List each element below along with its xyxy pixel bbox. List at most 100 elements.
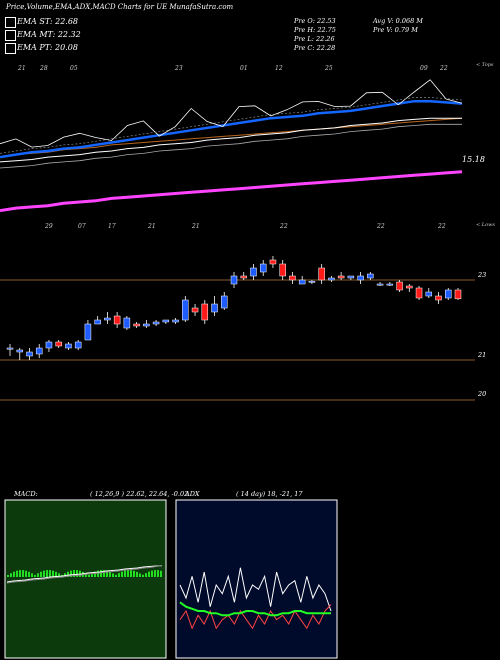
macd-line — [6, 565, 163, 583]
adx-label: ADX — [185, 490, 200, 498]
macd-histogram-bar — [76, 570, 78, 577]
ema-mt-line-2 — [0, 123, 462, 169]
candle-body — [94, 319, 101, 325]
candle-body — [415, 287, 423, 299]
lows-label: < Lows — [476, 222, 495, 228]
macd-histogram-bar — [154, 570, 156, 577]
macd-histogram-bar — [22, 570, 24, 577]
macd-histogram-bar — [88, 574, 90, 577]
macd-histogram-bar — [52, 570, 54, 577]
tops-label: < Tops — [476, 62, 494, 68]
macd-params: ( 12,26,9 ) 22.62, 22.64, -0.02 — [90, 490, 189, 498]
macd-histogram-bar — [94, 571, 96, 577]
candle-body — [259, 263, 267, 273]
ema-st-swatch — [5, 17, 16, 28]
candle-body — [143, 323, 150, 327]
ema-st-label: EMA ST: 22.68 — [17, 17, 79, 26]
macd-histogram-bar — [142, 574, 144, 577]
top-date-tick: 25 — [324, 65, 333, 72]
price-ylabel-20: 20 — [478, 390, 487, 398]
macd-histogram-bar — [124, 570, 126, 577]
macd-histogram-bar — [136, 571, 138, 577]
candle-body — [279, 263, 286, 277]
macd-histogram-bar — [118, 573, 120, 577]
macd-histogram-bar — [31, 573, 33, 577]
ema-pt-line — [0, 170, 463, 213]
candle-body — [367, 273, 374, 279]
macd-histogram-bar — [106, 570, 108, 577]
candle-body — [406, 285, 413, 289]
ema-mt-label: EMA MT: 22.32 — [17, 30, 81, 39]
prev-high: Pre H: 22.75 — [294, 26, 336, 34]
low-date-tick: 29 — [44, 223, 53, 230]
macd-histogram-bar — [148, 571, 150, 577]
top-date-tick: 05 — [70, 65, 78, 72]
ema-st-line — [0, 99, 463, 159]
macd-histogram-bar — [55, 571, 57, 577]
candle-body — [152, 321, 160, 325]
candle-body — [328, 277, 335, 281]
candle-body — [337, 275, 345, 279]
top-date-tick: 22 — [439, 65, 448, 72]
macd-histogram-bar — [10, 573, 12, 577]
candle-body — [357, 275, 364, 281]
macd-histogram-bar — [139, 573, 141, 577]
macd-histogram-bar — [16, 570, 18, 577]
macd-label: MACD: — [14, 490, 38, 498]
candle-body — [376, 283, 384, 286]
macd-histogram-bar — [37, 573, 39, 577]
top-date-tick: 23 — [174, 65, 183, 72]
macd-histogram-bar — [19, 570, 21, 577]
candle-body — [435, 295, 442, 301]
macd-histogram-bar — [121, 571, 123, 577]
candle-body — [240, 275, 247, 279]
candle-body — [113, 315, 121, 325]
low-date-tick: 21 — [191, 223, 200, 230]
candle-body — [133, 323, 140, 327]
candle-body — [6, 347, 14, 350]
price-ylabel-23: 23 — [478, 271, 487, 279]
candle-body — [172, 319, 179, 323]
prev-low: Pre L: 22.26 — [294, 35, 335, 43]
macd-histogram-bar — [28, 571, 30, 577]
candle-body — [230, 275, 238, 285]
macd-histogram-bar — [7, 575, 9, 577]
low-date-tick: 22 — [437, 223, 446, 230]
candle-body — [45, 341, 53, 349]
macd-histogram-bar — [100, 570, 102, 577]
candle-body — [454, 289, 462, 300]
ema-mt-line — [0, 117, 462, 163]
price-tops-line — [0, 79, 463, 148]
ema-mt-swatch — [5, 30, 16, 41]
candle-body — [211, 303, 218, 313]
ema-value-label: 15.18 — [462, 155, 485, 164]
ema-pt-label: EMA PT: 20.08 — [17, 43, 78, 52]
macd-histogram-bar — [46, 570, 48, 577]
candle-body — [308, 280, 316, 283]
low-date-tick: 22 — [279, 223, 288, 230]
macd-histogram-bar — [109, 571, 111, 577]
macd-histogram-bar — [127, 570, 129, 577]
macd-histogram-bar — [64, 573, 66, 577]
prev-open: Pre O: 22.53 — [294, 17, 336, 25]
top-date-tick: 12 — [275, 65, 283, 72]
candle-body — [445, 289, 452, 299]
candle-body — [201, 303, 209, 321]
macd-histogram-bar — [145, 573, 147, 577]
macd-histogram-bar — [13, 571, 15, 577]
candle-body — [74, 341, 82, 349]
candle-body — [55, 341, 62, 347]
ema-pt-swatch — [5, 43, 16, 54]
ema-band-line — [0, 97, 463, 154]
macd-histogram-bar — [49, 570, 51, 577]
macd-histogram-bar — [97, 570, 99, 577]
macd-histogram-bar — [133, 570, 135, 577]
candle-body — [16, 349, 23, 353]
candle-body — [250, 267, 257, 277]
macd-histogram-bar — [130, 570, 132, 577]
top-date-tick: 01 — [240, 65, 248, 72]
prev-volume: Pre V: 0.79 M — [373, 26, 418, 34]
chart-title: Price,Volume,EMA,ADX,MACD Charts for UE … — [6, 3, 234, 11]
candle-body — [347, 275, 355, 279]
macd-histogram-bar — [67, 571, 69, 577]
